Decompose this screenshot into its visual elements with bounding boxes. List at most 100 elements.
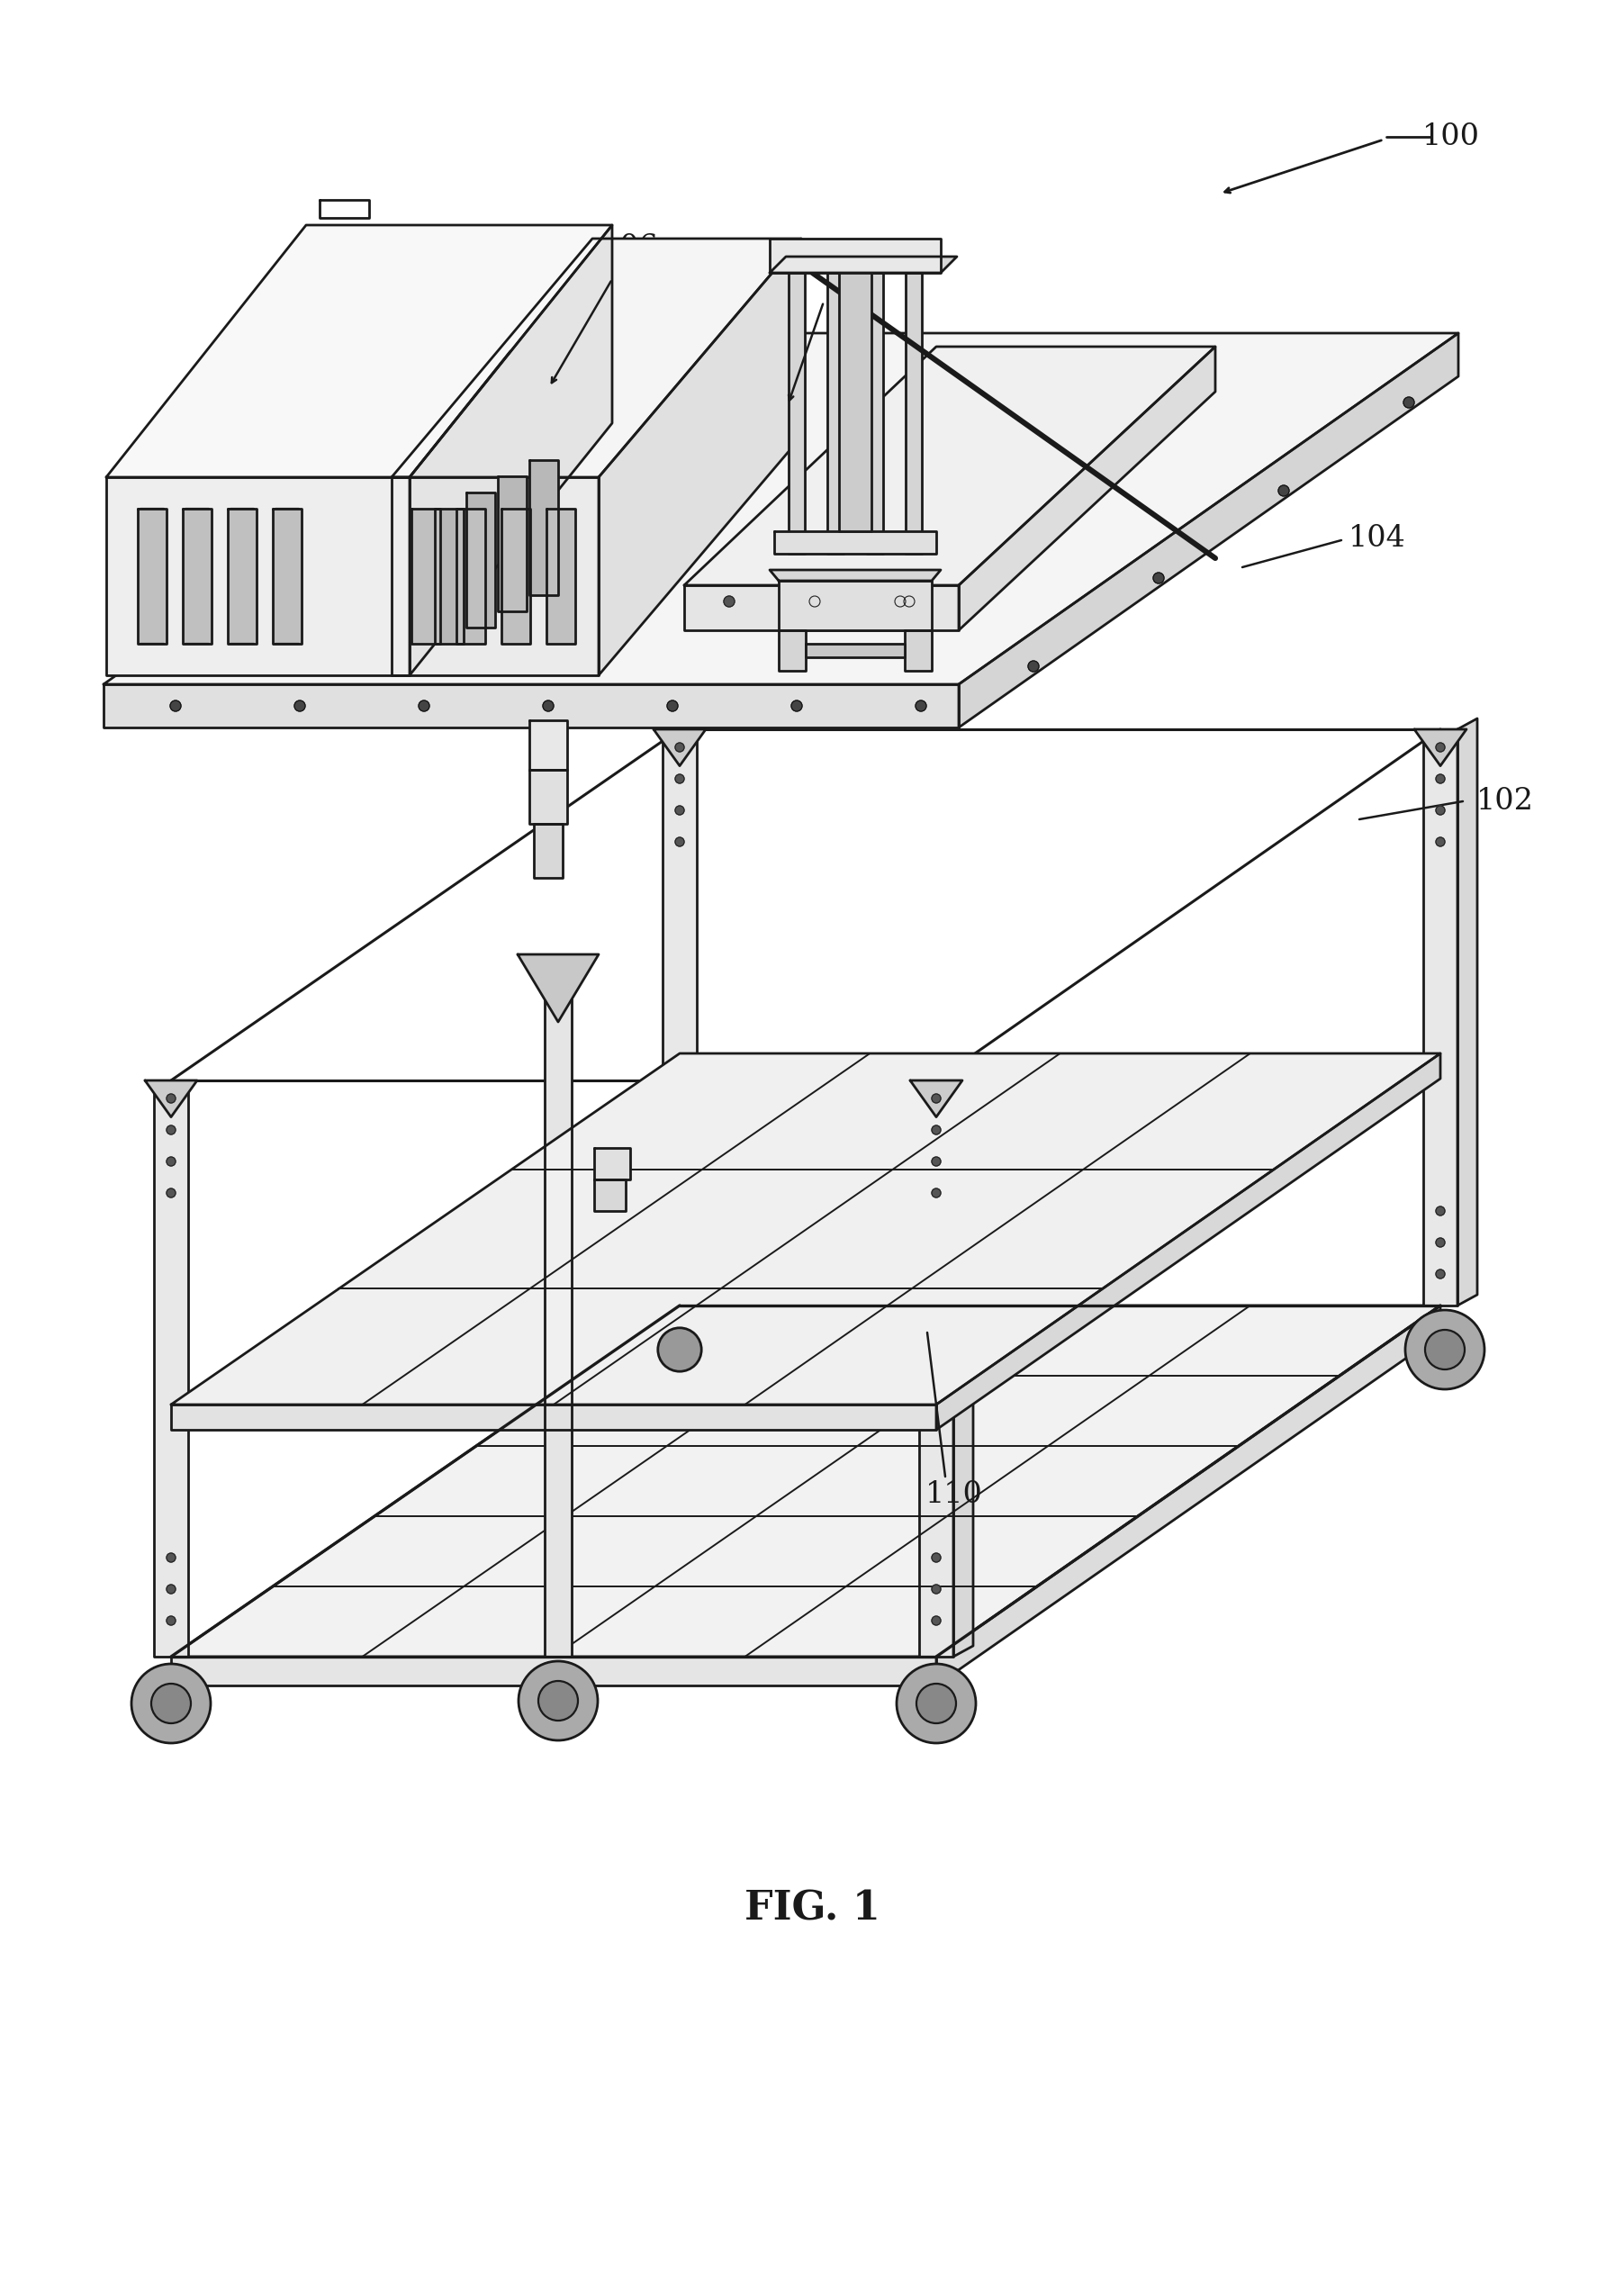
Polygon shape	[138, 508, 167, 644]
Polygon shape	[544, 954, 572, 1658]
Text: 102: 102	[1476, 788, 1533, 815]
Circle shape	[932, 1093, 940, 1102]
Circle shape	[1436, 838, 1445, 847]
Polygon shape	[770, 569, 940, 581]
Polygon shape	[594, 1148, 630, 1179]
Polygon shape	[106, 478, 409, 676]
Circle shape	[809, 597, 820, 608]
Polygon shape	[411, 508, 440, 644]
Circle shape	[1436, 742, 1445, 751]
Circle shape	[916, 1683, 957, 1724]
Polygon shape	[840, 273, 872, 531]
Polygon shape	[529, 460, 559, 594]
Circle shape	[895, 597, 906, 608]
Polygon shape	[770, 257, 957, 273]
Circle shape	[791, 701, 802, 710]
Circle shape	[132, 1664, 211, 1744]
Circle shape	[151, 1683, 192, 1724]
Polygon shape	[391, 478, 599, 676]
Polygon shape	[466, 492, 495, 628]
Circle shape	[1436, 1239, 1445, 1248]
Polygon shape	[409, 225, 612, 676]
Circle shape	[1424, 1330, 1465, 1368]
Polygon shape	[435, 508, 463, 644]
Circle shape	[538, 1680, 578, 1721]
Polygon shape	[867, 273, 883, 553]
Polygon shape	[958, 332, 1458, 726]
Circle shape	[1436, 1207, 1445, 1216]
Circle shape	[518, 1662, 598, 1740]
Text: 100: 100	[1423, 123, 1479, 150]
Circle shape	[932, 1157, 940, 1166]
Polygon shape	[145, 1079, 197, 1118]
Circle shape	[167, 1157, 175, 1166]
Circle shape	[667, 701, 677, 710]
Circle shape	[932, 1189, 940, 1198]
Polygon shape	[778, 631, 806, 672]
Polygon shape	[529, 770, 567, 824]
Polygon shape	[391, 239, 801, 478]
Polygon shape	[775, 531, 935, 553]
Polygon shape	[529, 720, 567, 770]
Polygon shape	[663, 729, 697, 1305]
Circle shape	[1028, 660, 1039, 672]
Circle shape	[167, 1617, 175, 1626]
Text: 108: 108	[809, 250, 866, 280]
Polygon shape	[171, 1405, 935, 1430]
Circle shape	[896, 1664, 976, 1744]
Polygon shape	[599, 239, 801, 676]
Polygon shape	[919, 1079, 953, 1658]
Polygon shape	[106, 225, 612, 478]
Polygon shape	[906, 273, 922, 553]
Circle shape	[676, 774, 684, 783]
Polygon shape	[909, 1079, 963, 1118]
Circle shape	[724, 597, 734, 608]
Circle shape	[932, 1553, 940, 1562]
Polygon shape	[1423, 729, 1457, 1305]
Polygon shape	[653, 729, 706, 765]
Circle shape	[932, 1585, 940, 1594]
Circle shape	[1436, 1271, 1445, 1277]
Circle shape	[1153, 572, 1164, 583]
Polygon shape	[958, 346, 1215, 631]
Circle shape	[1436, 774, 1445, 783]
Circle shape	[167, 1189, 175, 1198]
Circle shape	[676, 806, 684, 815]
Text: 110: 110	[926, 1480, 983, 1510]
Polygon shape	[684, 585, 958, 631]
Circle shape	[167, 1125, 175, 1134]
Polygon shape	[104, 332, 1458, 685]
Polygon shape	[546, 508, 575, 644]
Text: 106: 106	[601, 232, 659, 262]
Circle shape	[676, 742, 684, 751]
Text: FIG. 1: FIG. 1	[744, 1890, 880, 1929]
Polygon shape	[684, 346, 1215, 585]
Polygon shape	[184, 508, 211, 644]
Circle shape	[542, 701, 554, 710]
Circle shape	[916, 701, 926, 710]
Circle shape	[932, 1125, 940, 1134]
Circle shape	[676, 838, 684, 847]
Polygon shape	[320, 200, 369, 219]
Polygon shape	[594, 1179, 625, 1211]
Polygon shape	[171, 1305, 1440, 1658]
Polygon shape	[456, 508, 486, 644]
Circle shape	[167, 1553, 175, 1562]
Polygon shape	[778, 581, 932, 631]
Polygon shape	[104, 685, 958, 726]
Polygon shape	[935, 1305, 1440, 1685]
Polygon shape	[905, 631, 932, 672]
Polygon shape	[935, 1054, 1440, 1430]
Polygon shape	[227, 508, 257, 644]
Polygon shape	[171, 1658, 935, 1685]
Polygon shape	[770, 239, 940, 273]
Circle shape	[1436, 806, 1445, 815]
Circle shape	[658, 1327, 702, 1371]
Polygon shape	[171, 1054, 1440, 1405]
Circle shape	[905, 597, 914, 608]
Circle shape	[932, 1617, 940, 1626]
Polygon shape	[518, 954, 599, 1022]
Circle shape	[1403, 396, 1415, 408]
Circle shape	[1405, 1309, 1484, 1389]
Polygon shape	[154, 1079, 188, 1658]
